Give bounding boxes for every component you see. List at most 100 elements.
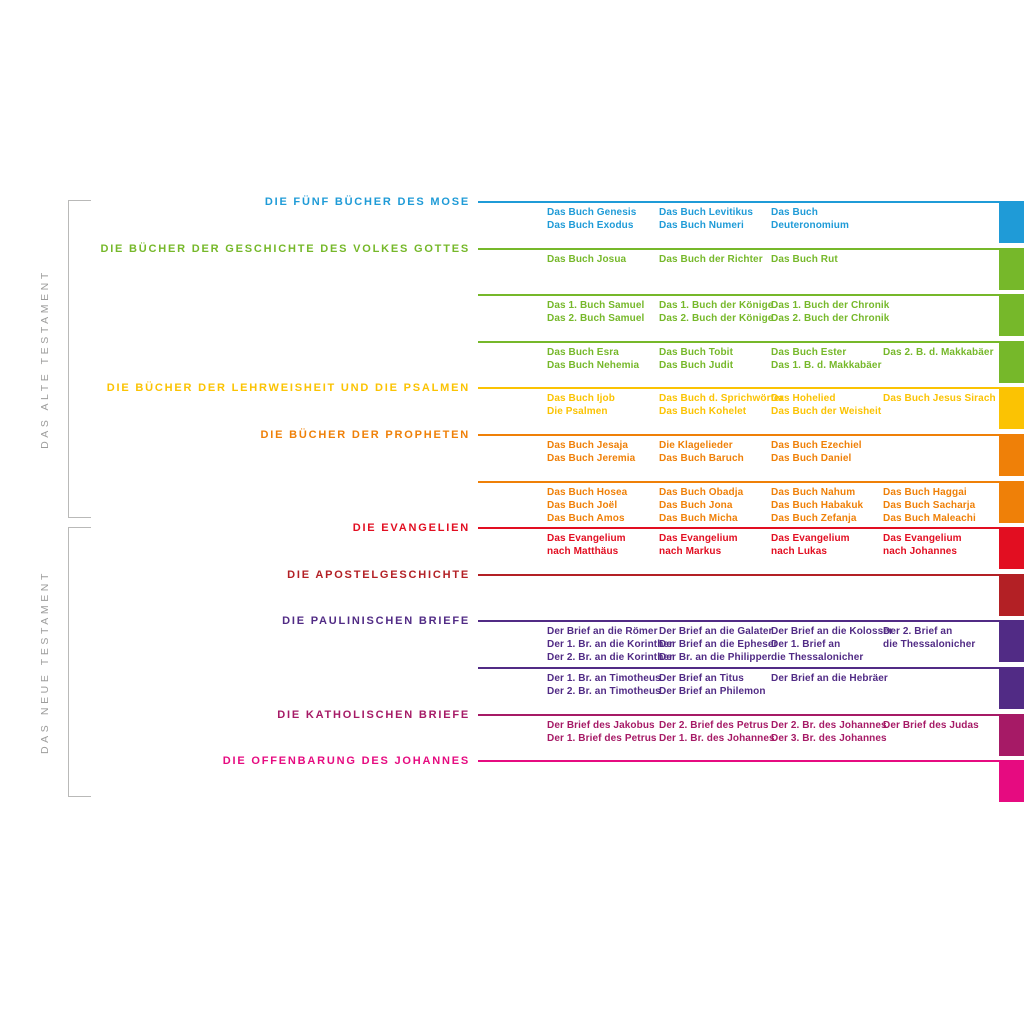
- color-block: [999, 527, 1024, 569]
- book-column: Die Klagelieder Das Buch Baruch: [659, 439, 769, 465]
- book-column: Das Buch Tobit Das Buch Judit: [659, 346, 769, 372]
- group-header: DIE KATHOLISCHEN BRIEFE: [277, 709, 470, 721]
- book-row: DIE EVANGELIEN Das Evangelium nach Matthäu…: [0, 522, 1024, 573]
- book-title: Der 1. Br. an die Korinther: [547, 639, 674, 650]
- book-title: Der Brief an die Galater: [659, 626, 773, 637]
- book-title: Das Buch der Weisheit: [771, 406, 882, 417]
- book-title: Der 2. Br. des Johannes: [771, 720, 887, 731]
- book-title: Der 2. Brief an: [883, 626, 953, 637]
- book-column: Das Hohelied Das Buch der Weisheit: [771, 392, 881, 418]
- book-column: Das Buch Genesis Das Buch Exodus: [547, 206, 657, 232]
- group-header: DIE OFFENBARUNG DES JOHANNES: [222, 755, 470, 767]
- book-row: DIE FÜNF BÜCHER DES MOSE Das Buch Genesis…: [0, 196, 1024, 247]
- book-column: Das 1. Buch Samuel Das 2. Buch Samuel: [547, 299, 657, 325]
- book-column: Das Evangelium nach Lukas: [771, 532, 881, 558]
- book-row: DIE BÜCHER DER LEHRWEISHEIT UND DIE PSAL…: [0, 382, 1024, 433]
- color-block: [999, 201, 1024, 243]
- group-rule-line: [478, 527, 999, 529]
- group-header: DIE BÜCHER DER PROPHETEN: [260, 429, 470, 441]
- book-column: Das Buch Nahum Das Buch Habakuk Das Buch Z…: [771, 486, 881, 525]
- book-row: DIE PAULINISCHEN BRIEFE Der Brief an die …: [0, 615, 1024, 666]
- book-title: Der Brief des Judas: [883, 720, 979, 731]
- book-column: Der Brief an Titus Der Brief an Philemon: [659, 672, 769, 698]
- book-title: Das Buch Zefanja: [771, 513, 857, 524]
- book-title: die Thessalonicher: [883, 639, 976, 650]
- book-title: Das 2. Buch der Könige: [659, 313, 774, 324]
- book-title: Der Br. an die Philipper: [659, 652, 772, 663]
- book-title: Das Buch Maleachi: [883, 513, 976, 524]
- book-title: Das 1. Buch der Könige: [659, 300, 774, 311]
- book-column: Das Buch der Richter: [659, 253, 769, 266]
- book-row: DIE BÜCHER DER GESCHICHTE DES VOLKES GOT…: [0, 243, 1024, 294]
- book-column: Das Evangelium nach Markus: [659, 532, 769, 558]
- group-header: DIE FÜNF BÜCHER DES MOSE: [264, 196, 470, 208]
- book-title: Der Brief an die Römer: [547, 626, 658, 637]
- book-title: Der 1. Brief an: [771, 639, 841, 650]
- book-title: Das Buch Ezechiel: [771, 440, 862, 451]
- book-column: Das Buch Jesus Sirach: [883, 392, 996, 405]
- book-title: Das Buch Obadja: [659, 487, 744, 498]
- book-title: Der Brief an die Kolosser: [771, 626, 893, 637]
- book-title: Das Buch Habakuk: [771, 500, 864, 511]
- book-column: Das Buch Josua: [547, 253, 657, 266]
- book-title: Das Buch Ijob: [547, 393, 615, 404]
- book-row: DIE APOSTELGESCHICHTE: [0, 569, 1024, 620]
- book-title: Das Buch: [771, 207, 818, 218]
- book-column: Das Buch Levitikus Das Buch Numeri: [659, 206, 769, 232]
- book-column: Das Buch Deuteronomium: [771, 206, 881, 232]
- group-header: DIE EVANGELIEN: [352, 522, 470, 534]
- book-title: nach Johannes: [883, 546, 958, 557]
- book-title: Das Evangelium: [547, 533, 626, 544]
- group-rule-line: [478, 620, 999, 622]
- book-title: Der 2. Br. an Timotheus: [547, 686, 661, 697]
- book-column: Der Brief an die Kolosser Der 1. Brief an…: [771, 625, 893, 664]
- book-column: Das Evangelium nach Matthäus: [547, 532, 657, 558]
- book-column: Das Buch Obadja Das Buch Jona Das Buch Mic…: [659, 486, 769, 525]
- book-title: Der 2. Br. an die Korinther: [547, 652, 674, 663]
- book-column: Der 2. Brief an die Thessalonicher: [883, 625, 993, 651]
- book-column: Das Buch Ester Das 1. B. d. Makkabäer: [771, 346, 881, 372]
- bracket-line: [68, 200, 69, 518]
- bracket-tick-icon: [68, 200, 91, 201]
- color-block: [999, 387, 1024, 429]
- book-title: Das Buch Micha: [659, 513, 738, 524]
- book-title: Das Buch Jona: [659, 500, 733, 511]
- color-block: [999, 620, 1024, 662]
- color-block: [999, 481, 1024, 523]
- book-title: Das Hohelied: [771, 393, 836, 404]
- book-title: Das Buch Nahum: [771, 487, 856, 498]
- book-title: Das Buch d. Sprichwörter: [659, 393, 784, 404]
- group-rule-line: [478, 667, 999, 669]
- book-title: Der Brief an die Hebräer: [771, 673, 888, 684]
- bracket-tick-icon: [68, 517, 91, 518]
- book-title: Das Buch Kohelet: [659, 406, 747, 417]
- group-rule-line: [478, 387, 999, 389]
- book-row: Der 1. Br. an Timotheus Der 2. Br. an Tim…: [0, 667, 1024, 713]
- group-header: DIE APOSTELGESCHICHTE: [287, 569, 470, 581]
- color-block: [999, 294, 1024, 336]
- group-header: DIE BÜCHER DER GESCHICHTE DES VOLKES GOT…: [100, 243, 470, 255]
- book-column: Der Brief an die Galater Der Brief an die…: [659, 625, 777, 664]
- book-title: Das Buch Sacharja: [883, 500, 976, 511]
- book-title: Das Evangelium: [659, 533, 738, 544]
- bracket-tick-icon: [68, 527, 91, 528]
- book-column: Das 2. B. d. Makkabäer: [883, 346, 993, 359]
- book-title: Das Buch Judit: [659, 360, 734, 371]
- book-title: die Thessalonicher: [771, 652, 864, 663]
- color-block: [999, 341, 1024, 383]
- color-block: [999, 667, 1024, 709]
- book-column: Der 2. Br. des Johannes Der 3. Br. des Jo…: [771, 719, 887, 745]
- color-block: [999, 434, 1024, 476]
- book-column: Das 1. Buch der Könige Das 2. Buch der Kö…: [659, 299, 774, 325]
- book-column: Der 1. Br. an Timotheus Der 2. Br. an Tim…: [547, 672, 661, 698]
- book-title: Der 2. Brief des Petrus: [659, 720, 769, 731]
- book-column: Das 1. Buch der Chronik Das 2. Buch der C…: [771, 299, 889, 325]
- book-title: Das 2. B. d. Makkabäer: [883, 347, 994, 358]
- book-title: Deuteronomium: [771, 220, 849, 231]
- color-block: [999, 248, 1024, 290]
- book-title: Das Buch Exodus: [547, 220, 634, 231]
- book-column: Das Buch Esra Das Buch Nehemia: [547, 346, 657, 372]
- book-column: Das Evangelium nach Johannes: [883, 532, 993, 558]
- group-rule-line: [478, 760, 999, 762]
- book-title: Das Buch Esra: [547, 347, 619, 358]
